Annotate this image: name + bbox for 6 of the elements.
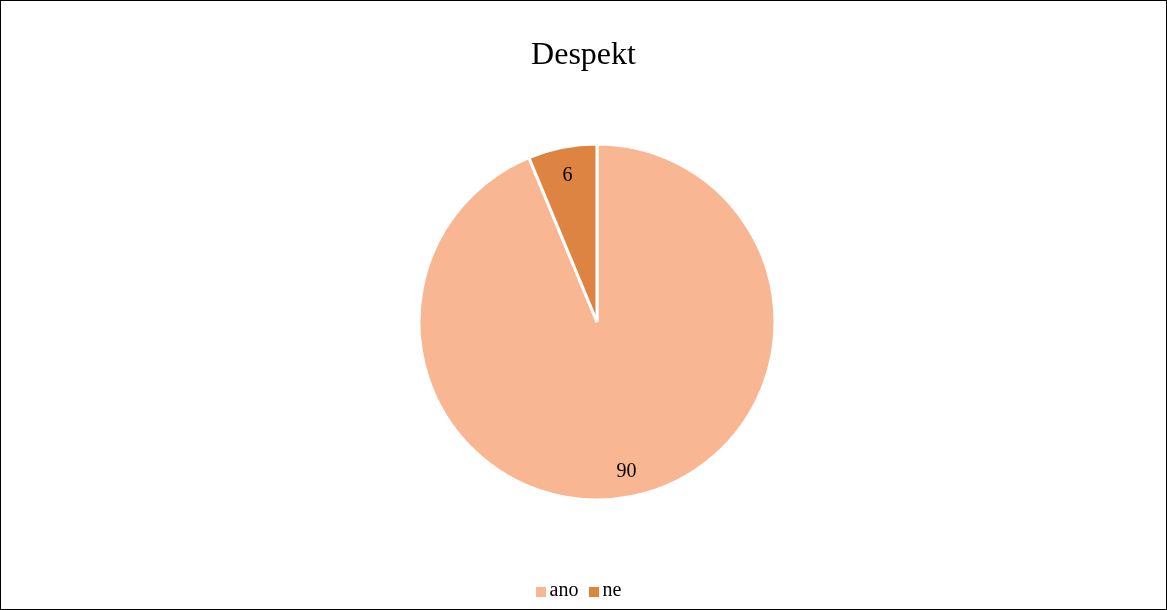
- data-label: 90: [616, 459, 637, 482]
- data-label: 6: [562, 162, 573, 185]
- legend-label: ano: [549, 578, 579, 600]
- chart-title: Despekt: [530, 35, 637, 72]
- pie-slice: [417, 142, 777, 502]
- legend-label: ne: [602, 578, 622, 600]
